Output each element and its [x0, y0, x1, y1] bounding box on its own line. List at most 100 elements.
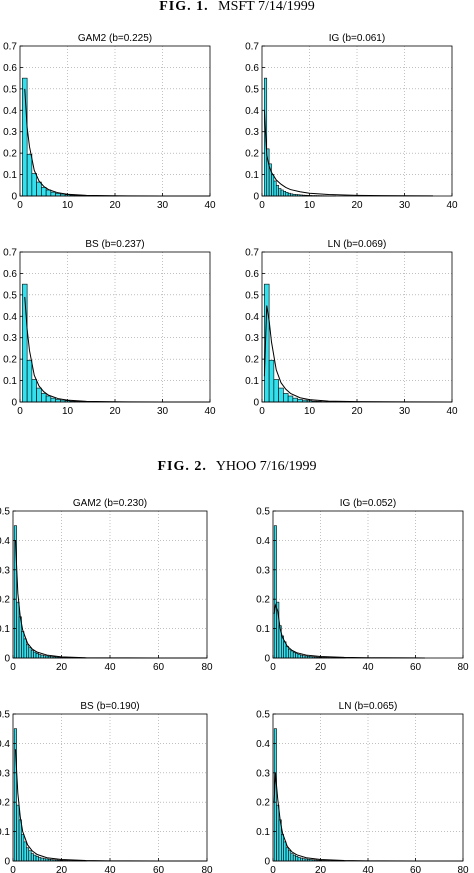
x-tick-label: 30: [399, 406, 411, 417]
histogram-bar: [283, 841, 287, 862]
histogram-bar: [273, 525, 277, 659]
histogram-bar: [21, 631, 25, 659]
x-tick-label: 40: [104, 865, 116, 873]
histogram-bar: [285, 192, 289, 197]
histogram-bar: [287, 395, 294, 403]
y-tick-label: 0: [253, 398, 259, 409]
y-tick-label: 0.7: [245, 42, 259, 53]
y-tick-label: 0.3: [245, 333, 259, 344]
x-tick-label: 0: [10, 865, 16, 873]
y-tick-label: 0.1: [3, 376, 17, 387]
x-tick-label: 40: [204, 406, 216, 417]
histogram-bar: [276, 804, 280, 862]
x-tick-label: 80: [201, 865, 213, 873]
x-tick-label: 30: [157, 200, 169, 211]
histogram-bar: [30, 650, 34, 659]
x-tick-label: 0: [270, 662, 276, 673]
x-tick-label: 60: [153, 865, 165, 873]
histogram-bar: [38, 654, 42, 659]
x-tick-label: 40: [104, 662, 116, 673]
histogram-bar: [16, 804, 20, 862]
y-tick-label: 0.3: [256, 565, 270, 576]
x-tick-label: 0: [270, 865, 276, 873]
chart-panel: 0 20 40 60 80 0 0.1 0.2 0.3 0.4 0.5 LN (b=0.065): [256, 701, 469, 873]
histogram-bar: [41, 393, 47, 403]
histogram-bar: [275, 184, 279, 197]
y-tick-label: 0.2: [256, 595, 270, 606]
y-tick-label: 0.2: [245, 355, 259, 366]
x-tick-label: 20: [351, 200, 363, 211]
histogram-bar: [31, 379, 37, 403]
histogram-bar: [283, 393, 289, 403]
y-tick-label: 0.6: [245, 63, 259, 74]
chart-title: GAM2 (b=0.230): [73, 498, 147, 509]
histogram-bar: [290, 853, 294, 862]
histogram-bar: [33, 854, 37, 862]
axes-frame: [12, 510, 208, 659]
y-tick-label: 0: [4, 654, 10, 665]
histogram-bar: [297, 654, 301, 659]
figure-2-caption: FIG. 2. YHOO 7/16/1999: [0, 459, 474, 475]
y-tick-label: 0.7: [3, 42, 17, 53]
histogram-bar: [30, 853, 34, 862]
y-tick-label: 0.5: [0, 507, 10, 518]
y-tick-label: 0.3: [245, 127, 259, 138]
histogram-bar: [26, 847, 30, 862]
y-tick-label: 0.2: [3, 355, 17, 366]
y-tick-label: 0.1: [245, 376, 259, 387]
fit-curve: [14, 749, 208, 862]
histogram-bar: [273, 180, 277, 197]
x-tick-label: 80: [201, 662, 213, 673]
y-tick-label: 0.6: [3, 63, 17, 74]
x-tick-label: 20: [109, 406, 121, 417]
histogram-bar: [28, 647, 32, 659]
y-tick-label: 0: [11, 192, 17, 203]
y-tick-label: 0.3: [3, 333, 17, 344]
x-tick-label: 0: [259, 406, 265, 417]
histogram-bar: [300, 654, 303, 659]
x-tick-label: 0: [17, 200, 23, 211]
x-tick-label: 0: [259, 200, 265, 211]
histogram-bar: [292, 854, 296, 862]
x-tick-label: 20: [56, 865, 68, 873]
axes-frame: [272, 510, 464, 659]
y-tick-label: 0.1: [0, 624, 10, 635]
x-tick-label: 0: [10, 662, 16, 673]
histogram-bar: [33, 651, 37, 659]
fit-curve: [24, 296, 211, 403]
y-tick-label: 0.1: [256, 624, 270, 635]
y-tick-label: 0.2: [3, 149, 17, 160]
x-tick-label: 10: [304, 200, 316, 211]
fit-curve: [273, 772, 464, 862]
y-tick-label: 0.3: [3, 127, 17, 138]
y-tick-label: 0.2: [0, 798, 10, 809]
histogram-bar: [273, 379, 279, 403]
y-tick-label: 0: [11, 398, 17, 409]
histogram-bar: [35, 652, 39, 659]
histogram-bar: [290, 650, 294, 659]
histogram-bar: [278, 188, 282, 197]
histogram-bar: [45, 395, 52, 403]
y-tick-label: 0.4: [256, 536, 270, 547]
fit-curve: [24, 88, 211, 197]
histogram-bar: [36, 387, 42, 403]
histogram-bar: [13, 728, 17, 862]
y-tick-label: 0.4: [245, 312, 259, 323]
y-tick-label: 0.6: [245, 269, 259, 280]
y-tick-label: 0.2: [256, 798, 270, 809]
histogram-bar: [45, 189, 52, 197]
histogram-bar: [288, 648, 292, 659]
y-tick-label: 0: [264, 857, 270, 868]
chart-panel: 0 10 20 30 40 0 0.1 0.2 0.3 0.4 0.5 0.6 0.7 LN (b=0.0…: [245, 239, 458, 417]
histogram-bar: [40, 857, 44, 862]
chart-panel: 0 10 20 30 40 0 0.1 0.2 0.3 0.4 0.5 0.6 0.7 BS (b=0.2…: [3, 239, 216, 417]
y-tick-label: 0.5: [3, 84, 17, 95]
chart-panel: 0 20 40 60 80 0 0.1 0.2 0.3 0.4 0.5 GAM2 (b=0.230): [0, 498, 213, 673]
y-tick-label: 0: [253, 192, 259, 203]
chart-title: LN (b=0.065): [339, 701, 398, 712]
chart-title: IG (b=0.052): [340, 498, 396, 509]
figure-1-subtitle: MSFT 7/14/1999: [218, 0, 315, 14]
chart-panel: 0 20 40 60 80 0 0.1 0.2 0.3 0.4 0.5 BS (b=0.190): [0, 701, 213, 873]
